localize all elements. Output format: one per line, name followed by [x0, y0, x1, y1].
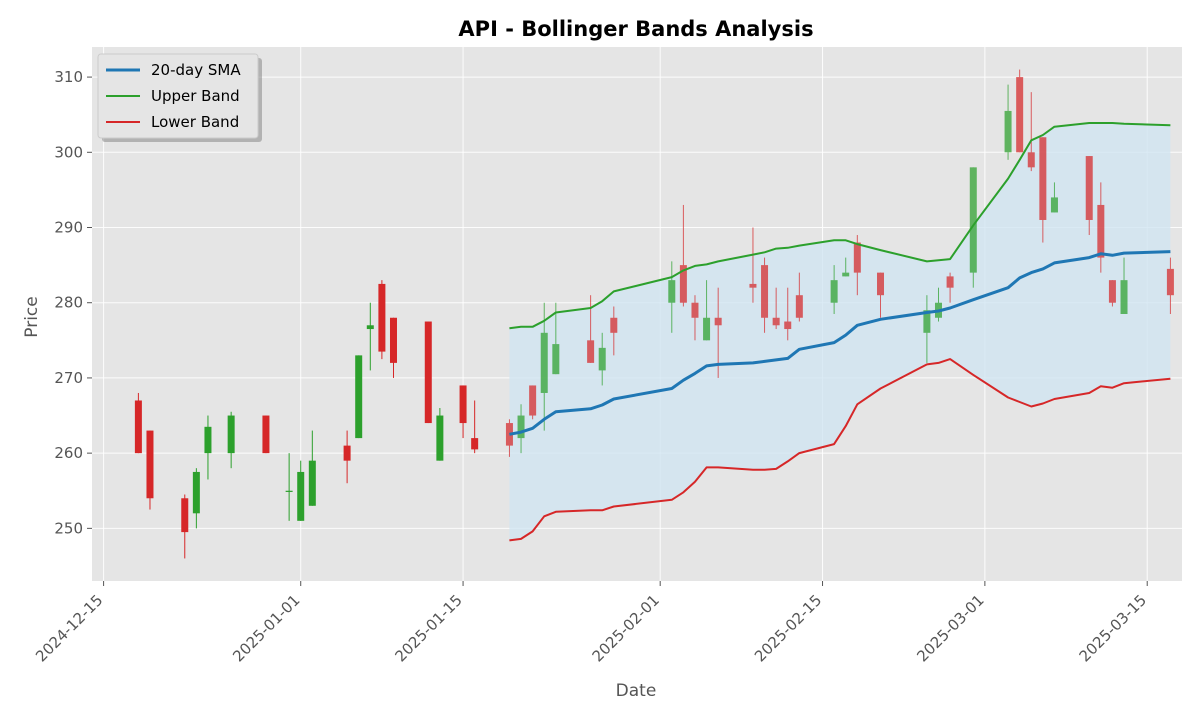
x-tick-label: 2025-03-01 [913, 591, 987, 665]
candle-body-down [784, 322, 791, 330]
candle-body-down [1039, 137, 1046, 220]
candle [1016, 70, 1023, 153]
candle-body-up [297, 472, 304, 521]
candle-body-down [460, 385, 467, 423]
candle-body-up [541, 333, 548, 393]
candle-body-down [761, 265, 768, 318]
candle-body-up [436, 416, 443, 461]
x-tick-label: 2025-02-15 [751, 591, 825, 665]
candle-body-up [831, 280, 838, 303]
y-tick-label: 250 [54, 519, 83, 537]
legend: 20-day SMA Upper Band Lower Band [98, 54, 262, 142]
candle [262, 416, 269, 454]
candle-body-down [877, 273, 884, 296]
candle-body-up [703, 318, 710, 341]
candle-body-up [228, 416, 235, 454]
x-tick-label: 2025-01-15 [392, 591, 466, 665]
y-tick-label: 280 [54, 294, 83, 312]
candle-body-up [1005, 111, 1012, 152]
x-tick-label: 2025-03-15 [1076, 591, 1150, 665]
candle-body-up [1051, 197, 1058, 212]
candle [135, 393, 142, 453]
candle-body-down [1016, 77, 1023, 152]
chart-title: API - Bollinger Bands Analysis [458, 17, 813, 41]
candle-body-up [552, 344, 559, 374]
candle-body-down [390, 318, 397, 363]
y-tick-label: 310 [54, 68, 83, 86]
candle-body-down [146, 431, 153, 499]
candle-body-down [1028, 152, 1035, 167]
candle-body-down [947, 276, 954, 287]
candle-body-down [425, 322, 432, 424]
x-tick-label: 2025-01-01 [229, 591, 303, 665]
candle-body-down [529, 385, 536, 415]
x-tick-label: 2024-12-15 [32, 591, 106, 665]
candle-body-up [286, 491, 293, 492]
x-tick-label: 2025-02-01 [589, 591, 663, 665]
y-tick-label: 300 [54, 143, 83, 161]
candle-body-down [691, 303, 698, 318]
candle-body-down [854, 243, 861, 273]
candle-body-up [355, 355, 362, 438]
candle-body-up [193, 472, 200, 513]
candle [146, 431, 153, 510]
candle-body-up [518, 416, 525, 439]
candle-body-down [1097, 205, 1104, 258]
legend-lower-label: Lower Band [151, 113, 239, 131]
candle [378, 280, 385, 359]
candle-body-down [471, 438, 478, 449]
candle-body-down [378, 284, 385, 352]
candle-body-up [970, 167, 977, 272]
candle [355, 355, 362, 438]
y-tick-label: 290 [54, 219, 83, 237]
candle-body-down [796, 295, 803, 318]
candle-body-down [610, 318, 617, 333]
y-axis-label: Price [22, 296, 42, 337]
candle-body-up [1121, 280, 1128, 314]
candle-body-up [599, 348, 606, 371]
candle-body-down [773, 318, 780, 326]
candle-body-up [668, 280, 675, 303]
candle-body-down [135, 400, 142, 453]
legend-sma-label: 20-day SMA [151, 61, 241, 79]
candle [436, 408, 443, 461]
candle-body-up [842, 273, 849, 277]
y-tick-label: 260 [54, 444, 83, 462]
candle [425, 322, 432, 424]
candle-body-down [715, 318, 722, 326]
legend-upper-label: Upper Band [151, 87, 240, 105]
candle-body-up [367, 325, 374, 329]
candle-body-down [587, 340, 594, 363]
candle-body-down [1109, 280, 1116, 303]
x-axis-label: Date [616, 681, 657, 701]
candle-body-down [1167, 269, 1174, 295]
y-tick-label: 270 [54, 369, 83, 387]
candle [529, 385, 536, 419]
candle-body-down [344, 446, 351, 461]
candle-body-down [749, 284, 756, 288]
candle [1109, 280, 1116, 306]
candle-body-down [1086, 156, 1093, 220]
x-axis-ticks: 2024-12-15 2025-01-01 2025-01-15 2025-02-01… [32, 581, 1150, 665]
candle-body-down [181, 498, 188, 532]
candle-body-down [262, 416, 269, 454]
candle-body-up [204, 427, 211, 453]
y-axis-ticks: 250 260 270 280 290 300 310 [54, 68, 92, 537]
candle-body-up [309, 461, 316, 506]
